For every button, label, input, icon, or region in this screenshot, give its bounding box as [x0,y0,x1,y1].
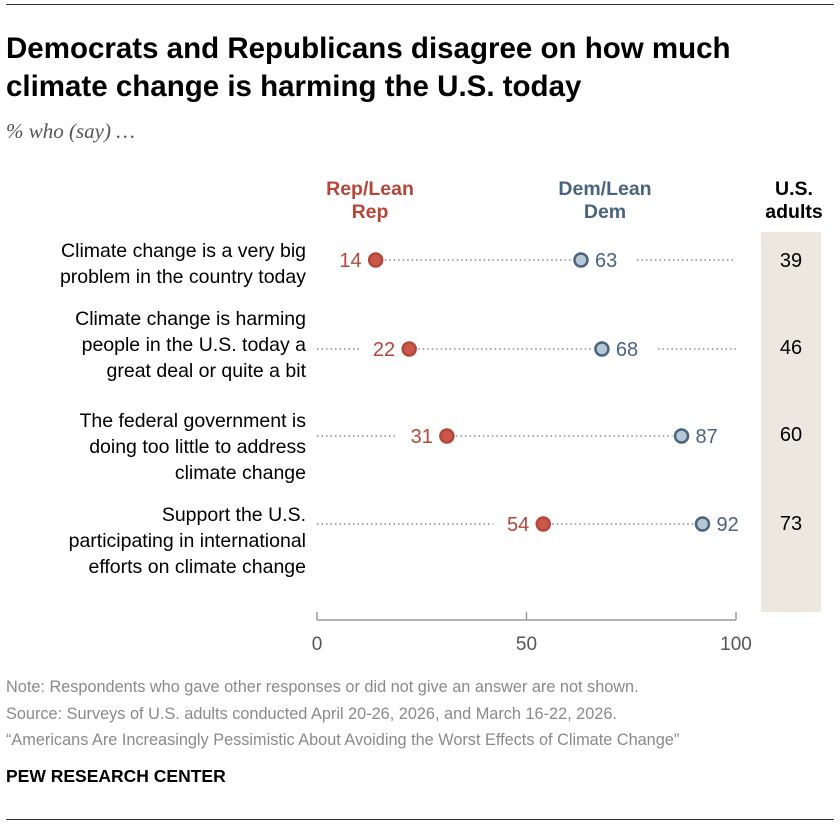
footer-report: “Americans Are Increasingly Pessimistic … [6,731,680,749]
header-us-line-2: adults [765,201,823,223]
chart-title: Democrats and Republicans disagree on ho… [6,32,731,103]
rep-value-label-3: 31 [411,426,433,448]
chart-subtitle: % who (say) … [6,119,135,143]
dem-value-label-1: 63 [595,250,617,272]
row-label-2-line-3: great deal or quite a bit [106,360,306,382]
row-label-1-line-2: problem in the country today [59,266,306,288]
dem-dot-1 [573,252,589,268]
row-label-3-line-2: doing too little to address [89,436,306,458]
dem-value-label-4: 92 [716,514,738,536]
header-us-adults: U.S. adults [752,178,836,224]
header-dem-line-1: Dem/Lean [558,178,652,200]
row-label-1-line-1: Climate change is a very big [61,240,306,262]
rep-dot-4 [535,516,552,532]
row-label-4: Support the U.S. participating in intern… [6,502,306,580]
top-rule [6,4,834,5]
row-label-4-line-3: efforts on climate change [88,556,306,578]
row-label-3: The federal government is doing too litt… [6,408,306,486]
us-value-2: 46 [779,337,803,359]
row-label-3-line-1: The federal government is [79,410,306,432]
rep-dot-1 [367,252,384,268]
x-tick-label-3: 100 [720,634,752,655]
row-label-4-line-1: Support the U.S. [161,504,306,526]
rep-dot-3 [439,428,455,444]
row-label-2: Climate change is harming people in the … [6,306,306,384]
rep-value-label-2: 22 [373,339,395,361]
footer-note: Note: Respondents who gave other respons… [6,678,639,696]
header-dem: Dem/Lean Dem [525,178,685,224]
row-label-2-line-2: people in the U.S. today a [81,334,306,356]
dem-dot-3 [673,428,690,444]
footer-source: Source: Surveys of U.S. adults conducted… [6,705,617,723]
rep-value-label-1: 14 [339,250,361,272]
header-rep-line-2: Rep [351,201,389,223]
header-rep-line-1: Rep/Lean [326,178,414,200]
header-rep: Rep/Lean Rep [290,178,450,224]
dem-value-label-3: 87 [696,426,718,448]
rep-value-label-4: 54 [507,514,529,536]
row-label-1: Climate change is a very big problem in … [6,238,306,290]
row-label-4-line-2: participating in international [68,530,306,552]
row-label-3-line-3: climate change [174,462,306,484]
dem-value-label-2: 68 [616,339,638,361]
us-value-3: 60 [779,424,803,446]
us-value-1: 39 [779,250,803,272]
row-label-2-line-1: Climate change is harming [75,308,306,330]
x-tick-label-2: 50 [516,634,537,655]
header-us-line-1: U.S. [775,178,813,200]
brand-name: PEW RESEARCH CENTER [6,766,226,786]
us-adults-column [761,232,821,612]
dem-dot-4 [694,516,711,532]
rep-dot-2 [401,341,417,357]
dem-dot-2 [594,341,610,357]
us-value-4: 73 [779,513,803,535]
bottom-rule [6,819,834,820]
header-dem-line-2: Dem [583,201,627,223]
x-tick-label-1: 0 [312,634,323,655]
